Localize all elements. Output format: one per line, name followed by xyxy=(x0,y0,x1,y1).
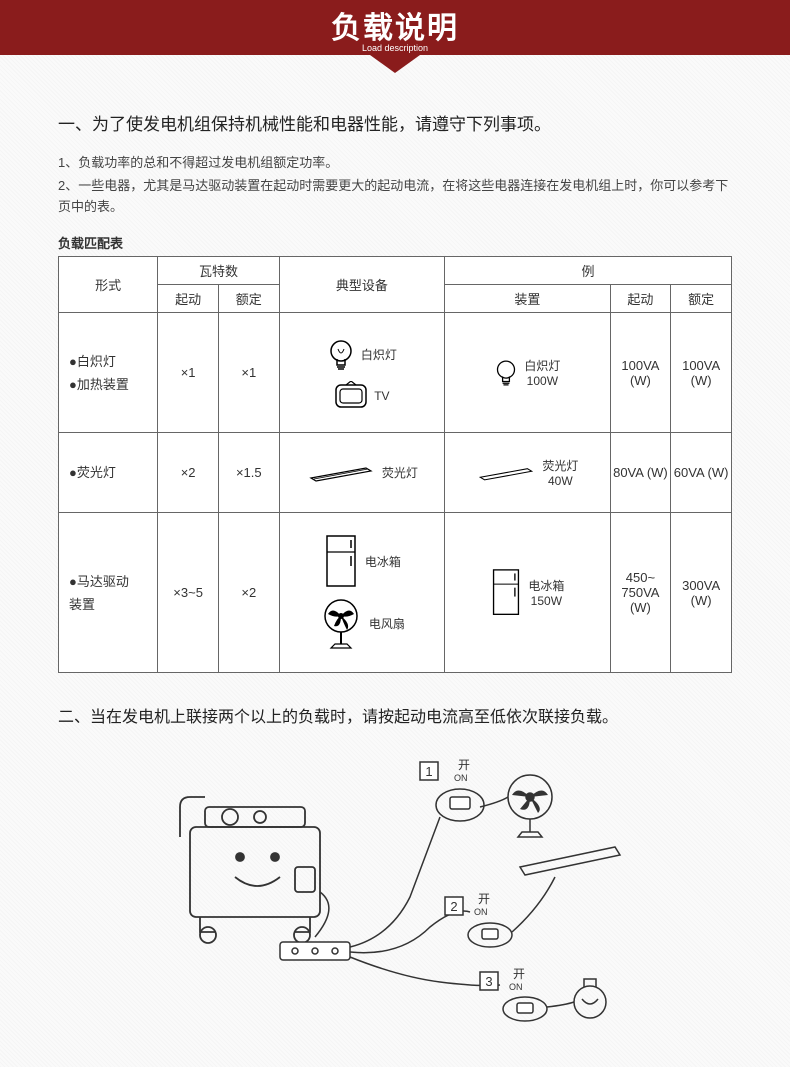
cell-start: ×3~5 xyxy=(158,513,219,673)
cell-example-device: 电冰箱 150W xyxy=(445,513,610,673)
cell-example-device: 白炽灯 100W xyxy=(445,313,610,433)
th-example: 例 xyxy=(445,257,732,285)
table-header-row1: 形式 瓦特数 典型设备 例 xyxy=(59,257,732,285)
connection-diagram: 1 开 ON 2 开 ON xyxy=(58,747,732,1027)
cell-type: ●马达驱动 装置 xyxy=(59,513,158,673)
ex-label2: 150W xyxy=(528,594,564,608)
header-banner: 负载说明 Load description xyxy=(0,0,790,70)
switch-en: ON xyxy=(474,907,488,917)
cell-typical: 荧光灯 xyxy=(279,433,444,513)
ex-label1: 电冰箱 xyxy=(528,577,564,594)
cell-ex-rated: 60VA (W) xyxy=(671,433,732,513)
eq-label: 电冰箱 xyxy=(365,553,401,570)
switch-cn: 开 xyxy=(458,758,470,772)
cell-start: ×1 xyxy=(158,313,219,433)
th-device: 装置 xyxy=(445,285,610,313)
table-row: ●白炽灯 ●加热装置 ×1 ×1 白炽灯 TV xyxy=(59,313,732,433)
cell-ex-rated: 100VA (W) xyxy=(671,313,732,433)
banner-background: 负载说明 Load description xyxy=(0,0,790,55)
th-start: 起动 xyxy=(158,285,219,313)
table-row: ●荧光灯 ×2 ×1.5 荧光灯 荧光灯 xyxy=(59,433,732,513)
bulb-icon xyxy=(327,335,355,375)
th-type: 形式 xyxy=(59,257,158,313)
th-typical: 典型设备 xyxy=(279,257,444,313)
banner-subtitle: Load description xyxy=(362,43,428,53)
cell-ex-rated: 300VA (W) xyxy=(671,513,732,673)
type-line: ●白炽灯 xyxy=(69,354,116,369)
th-rated: 额定 xyxy=(218,285,279,313)
table-caption: 负载匹配表 xyxy=(58,233,732,252)
fluorescent-tube-icon xyxy=(306,463,376,483)
eq-label: TV xyxy=(374,389,389,403)
step-3: 3 xyxy=(485,974,492,989)
cell-type: ●荧光灯 xyxy=(59,433,158,513)
cell-example-device: 荧光灯 40W xyxy=(445,433,610,513)
step-2: 2 xyxy=(450,899,457,914)
th-watts: 瓦特数 xyxy=(158,257,279,285)
ex-label2: 100W xyxy=(524,374,560,388)
switch-cn: 开 xyxy=(513,967,525,981)
cell-typical: 白炽灯 TV xyxy=(279,313,444,433)
type-line: ●加热装置 xyxy=(69,377,129,392)
type-line: ●马达驱动 xyxy=(69,574,129,589)
switch-en: ON xyxy=(454,773,468,783)
load-table: 形式 瓦特数 典型设备 例 起动 额定 装置 起动 额定 ●白炽灯 ●加热装置 … xyxy=(58,256,732,673)
tv-icon xyxy=(334,381,368,411)
cell-ex-start: 100VA (W) xyxy=(610,313,671,433)
cell-typical: 电冰箱 电风扇 xyxy=(279,513,444,673)
cell-ex-start: 450~ 750VA (W) xyxy=(610,513,671,673)
cell-ex-start: 80VA (W) xyxy=(610,433,671,513)
eq-label: 白炽灯 xyxy=(361,346,397,363)
cell-rated: ×1.5 xyxy=(218,433,279,513)
switch-cn: 开 xyxy=(478,892,490,906)
bulb-icon xyxy=(494,356,518,390)
eq-label: 荧光灯 xyxy=(382,464,418,481)
cell-rated: ×1 xyxy=(218,313,279,433)
content-area: 一、为了使发电机组保持机械性能和电器性能，请遵守下列事项。 1、负载功率的总和不… xyxy=(0,70,790,1047)
ex-label2: 40W xyxy=(542,474,578,488)
banner-arrow xyxy=(370,55,420,73)
switch-en: ON xyxy=(509,982,523,992)
fan-icon xyxy=(319,596,363,652)
fridge-icon xyxy=(490,568,522,618)
diagram-svg: 1 开 ON 2 开 ON xyxy=(160,747,630,1027)
banner-title: 负载说明 xyxy=(331,3,459,47)
section1-p1: 1、负载功率的总和不得超过发电机组额定功率。 xyxy=(58,153,732,174)
cell-rated: ×2 xyxy=(218,513,279,673)
ex-label1: 荧光灯 xyxy=(542,457,578,474)
section1-p2: 2、一些电器，尤其是马达驱动装置在起动时需要更大的起动电流，在将这些电器连接在发… xyxy=(58,176,732,218)
th-ex-rated: 额定 xyxy=(671,285,732,313)
ex-label1: 白炽灯 xyxy=(524,357,560,374)
section1-heading: 一、为了使发电机组保持机械性能和电器性能，请遵守下列事项。 xyxy=(58,110,732,135)
eq-label: 电风扇 xyxy=(369,615,405,632)
type-line: 装置 xyxy=(69,597,95,612)
th-ex-start: 起动 xyxy=(610,285,671,313)
table-row: ●马达驱动 装置 ×3~5 ×2 电冰箱 电风扇 xyxy=(59,513,732,673)
section2-heading: 二、当在发电机上联接两个以上的负载时，请按起动电流高至低依次联接负载。 xyxy=(58,703,732,727)
step-1: 1 xyxy=(425,764,432,779)
fluorescent-tube-icon xyxy=(476,464,536,482)
fridge-icon xyxy=(323,534,359,590)
cell-type: ●白炽灯 ●加热装置 xyxy=(59,313,158,433)
type-line: ●荧光灯 xyxy=(69,465,116,480)
cell-start: ×2 xyxy=(158,433,219,513)
